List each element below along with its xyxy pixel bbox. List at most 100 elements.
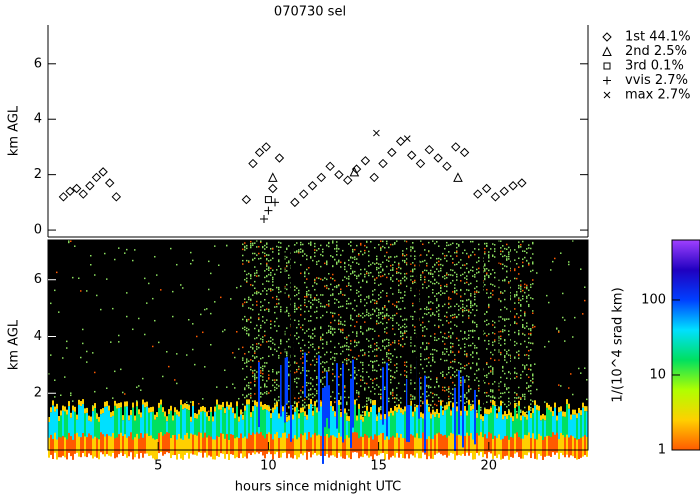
heatmap-cell (502, 250, 504, 253)
heatmap-cell (402, 345, 404, 348)
heatmap-cell (324, 370, 326, 372)
heatmap-cell (394, 333, 396, 336)
heatmap-cell (280, 339, 282, 342)
heatmap-cell (248, 404, 250, 450)
heatmap-cell (464, 277, 466, 279)
heatmap-cell (312, 410, 314, 416)
heatmap-cell (454, 316, 456, 318)
heatmap-cell (150, 412, 152, 450)
heatmap-cell (246, 319, 248, 322)
heatmap-cell (412, 262, 414, 264)
heatmap-cell (456, 255, 458, 257)
heatmap-cell (568, 403, 570, 409)
heatmap-cell (504, 359, 506, 361)
heatmap-cell (340, 305, 342, 308)
heatmap-cell (224, 369, 226, 372)
heatmap-cell (516, 313, 518, 315)
heatmap-cell (306, 419, 308, 450)
heatmap-cell (416, 433, 418, 454)
heatmap-cell (64, 411, 66, 450)
heatmap-cell (380, 321, 382, 324)
heatmap-cell (190, 251, 192, 254)
heatmap-cell (486, 414, 488, 450)
heatmap-cell (444, 257, 446, 260)
heatmap-cell (288, 294, 290, 297)
heatmap-cell (534, 363, 536, 365)
heatmap-cell (350, 256, 352, 258)
heatmap-cell (346, 413, 348, 415)
heatmap-cell (330, 332, 332, 334)
heatmap-cell (318, 248, 320, 250)
heatmap-cell (536, 404, 538, 410)
heatmap-cell (450, 298, 452, 300)
point (387, 147, 397, 158)
heatmap-cell (512, 437, 514, 458)
heatmap-cell (480, 409, 482, 411)
heatmap-cell (392, 389, 394, 392)
heatmap-cell (250, 392, 252, 395)
heatmap-cell (454, 354, 456, 356)
heatmap-cell (70, 412, 72, 418)
heatmap-cell (296, 326, 298, 329)
heatmap-cell (442, 400, 444, 402)
heatmap-cell (310, 363, 312, 366)
heatmap-cell (482, 421, 484, 450)
heatmap-cell (448, 302, 450, 305)
heatmap-cell (264, 309, 266, 311)
heatmap-cell (308, 398, 310, 400)
heatmap-cell (430, 272, 432, 275)
heatmap-cell (228, 404, 230, 410)
heatmap-cell (354, 376, 356, 379)
heatmap-cell (510, 354, 512, 357)
heatmap-cell (360, 436, 362, 457)
heatmap-cell (474, 303, 476, 306)
heatmap-cell (406, 263, 408, 266)
heatmap-cell (542, 413, 544, 419)
heatmap-cell (426, 254, 428, 256)
heatmap-cell (390, 407, 392, 413)
heatmap-cell (82, 433, 84, 454)
heatmap-cell (430, 301, 432, 303)
heatmap-cell (446, 273, 448, 276)
heatmap-cell (304, 310, 306, 313)
heatmap-cell (348, 348, 350, 351)
heatmap-cell (246, 404, 248, 450)
heatmap-cell (332, 406, 334, 412)
heatmap-cell (456, 337, 458, 340)
heatmap-cell (262, 246, 264, 249)
heatmap-cell (276, 387, 278, 390)
heatmap-cell (94, 436, 96, 457)
heatmap-cell (432, 356, 434, 359)
heatmap-cell (468, 310, 470, 313)
heatmap-cell (252, 347, 254, 349)
heatmap-cell (334, 357, 336, 359)
heatmap-cell (384, 255, 386, 257)
heatmap-cell (256, 356, 258, 358)
heatmap-cell (154, 414, 156, 420)
heatmap-cell (478, 399, 480, 405)
heatmap-cell (472, 329, 474, 332)
heatmap-cell (318, 434, 320, 455)
heatmap-cell (258, 329, 260, 331)
heatmap-cell (504, 278, 506, 281)
heatmap-cell (398, 264, 400, 266)
heatmap-cell (458, 350, 460, 353)
heatmap-cell (452, 397, 454, 400)
heatmap-cell (266, 268, 268, 270)
heatmap-cell (516, 376, 518, 378)
heatmap-cell (336, 248, 338, 250)
heatmap-cell (528, 410, 530, 450)
heatmap-cell (528, 405, 530, 411)
heatmap-cell (54, 289, 56, 292)
heatmap-cell (478, 267, 480, 270)
heatmap-cell (358, 315, 360, 317)
heatmap-cell (448, 322, 450, 324)
heatmap-cell (288, 388, 290, 390)
heatmap-cell (276, 269, 278, 271)
heatmap-cell (296, 407, 298, 450)
heatmap-cell (348, 297, 350, 300)
heatmap-cell (504, 383, 506, 386)
heatmap-cell (444, 337, 446, 339)
heatmap-cell (432, 400, 434, 403)
heatmap-cell (528, 333, 530, 335)
